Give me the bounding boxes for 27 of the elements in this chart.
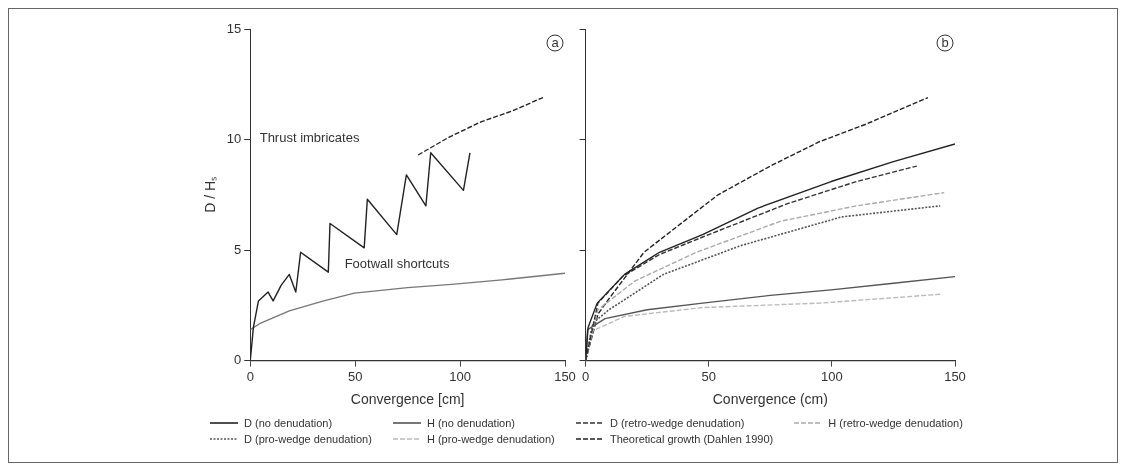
legend-label: H (retro-wedge denudation) [828,417,963,429]
legend-label: D (no denudation) [244,417,333,429]
legend-label: Theoretical growth (Dahlen 1990) [609,433,774,445]
y-tick-label: 0 [234,352,242,368]
x-tick-label: 0 [246,368,254,384]
y-tick-label: 5 [234,241,242,257]
x-tick-label: 100 [449,368,471,384]
y-tick-label: 15 [226,20,242,36]
legend-label: D (pro-wedge denudation) [244,433,372,445]
y-tick-label: 10 [226,131,242,147]
legend-label: H (pro-wedge denudation) [426,433,555,445]
annotation: b [941,35,949,51]
x-tick-label: 50 [347,368,363,384]
x-tick-label: 100 [821,368,843,384]
legend-label: D (retro-wedge denudation) [609,417,745,429]
y-axis-title: D / Hₛ [202,176,219,213]
legend-label: H (no denudation) [426,417,516,429]
x-axis-title: Convergence (cm) [712,391,828,408]
x-tick-label: 150 [554,368,576,384]
x-axis-title: Convergence [cm] [350,391,465,408]
annotation: Thrust imbricates [259,130,360,146]
x-tick-label: 0 [582,368,590,384]
x-tick-label: 50 [701,368,716,384]
annotation: Footwall shortcuts [344,256,450,272]
annotation: a [551,35,560,51]
x-tick-label: 150 [944,368,966,384]
line-series [417,96,544,156]
